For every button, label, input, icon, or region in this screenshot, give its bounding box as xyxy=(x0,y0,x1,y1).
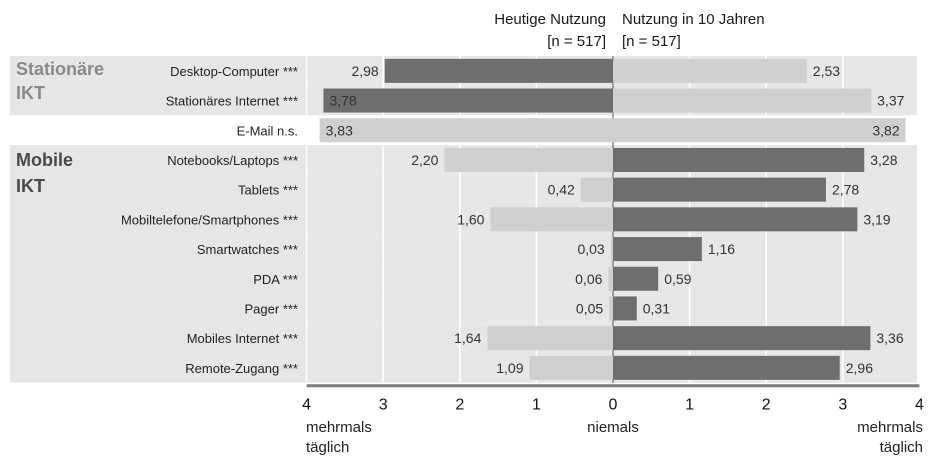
value-label-today: 1,64 xyxy=(454,330,481,346)
value-label-today: 2,20 xyxy=(411,152,438,168)
value-label-today: 0,42 xyxy=(548,182,575,198)
value-label-today: 3,78 xyxy=(329,93,356,109)
category-label: PDA *** xyxy=(253,272,298,287)
axis-label-right-line1: mehrmals xyxy=(857,419,923,436)
category-label: Remote-Zugang *** xyxy=(185,361,298,376)
series-future-title: Nutzung in 10 Jahren xyxy=(622,11,765,28)
value-label-future: 2,53 xyxy=(813,63,840,79)
bar-today xyxy=(609,296,613,321)
x-tick-label: 3 xyxy=(379,397,388,414)
bar-today xyxy=(323,88,613,113)
series-today-title: Heutige Nutzung xyxy=(494,11,606,28)
value-label-future: 3,37 xyxy=(877,93,904,109)
bar-today xyxy=(487,326,613,351)
bar-future xyxy=(613,118,906,143)
row-background xyxy=(10,293,917,324)
bar-future xyxy=(613,326,871,351)
bar-today xyxy=(444,147,613,172)
bar-today xyxy=(580,177,613,202)
value-label-today: 0,06 xyxy=(575,271,602,287)
bar-today xyxy=(490,207,613,232)
group-mobile-line2: IKT xyxy=(16,176,45,196)
series-future-n: [n = 517] xyxy=(622,33,681,50)
value-label-future: 2,96 xyxy=(846,360,873,376)
category-label: Smartwatches *** xyxy=(197,242,298,257)
category-label: Desktop-Computer *** xyxy=(170,64,298,79)
bar-future xyxy=(613,58,807,83)
value-label-future: 3,28 xyxy=(870,152,897,168)
value-label-future: 2,78 xyxy=(832,182,859,198)
category-label: Stationäres Internet *** xyxy=(166,94,298,109)
x-tick-label: 2 xyxy=(762,397,771,414)
group-stationary-line1: Stationäre xyxy=(16,59,104,79)
value-label-future: 3,82 xyxy=(872,122,899,138)
axis-label-right-line2: täglich xyxy=(880,439,923,456)
x-tick-label: 1 xyxy=(685,397,694,414)
row-background xyxy=(10,234,917,264)
bar-future xyxy=(613,207,858,232)
x-tick-label: 4 xyxy=(915,397,924,414)
axis-label-left-line2: täglich xyxy=(306,439,349,456)
labels: Heutige Nutzung [n = 517] Nutzung in 10 … xyxy=(16,11,924,456)
bar-future xyxy=(613,147,865,172)
category-label: Pager *** xyxy=(245,301,298,316)
value-label-today: 1,09 xyxy=(496,360,523,376)
category-label: Tablets *** xyxy=(238,183,298,198)
bar-future xyxy=(613,296,637,321)
value-label-today: 0,05 xyxy=(576,300,603,316)
bar-today xyxy=(610,237,613,262)
bar-future xyxy=(613,88,872,113)
x-tick-label: 2 xyxy=(455,397,464,414)
axis-label-center: niemals xyxy=(587,419,639,436)
value-label-today: 1,60 xyxy=(457,211,484,227)
category-label: Notebooks/Laptops *** xyxy=(167,153,298,168)
series-today-n: [n = 517] xyxy=(547,33,606,50)
group-mobile-line1: Mobile xyxy=(16,150,73,170)
value-label-future: 0,59 xyxy=(664,271,691,287)
group-stationary-line2: IKT xyxy=(16,83,45,103)
bar-future xyxy=(613,355,840,380)
value-label-today: 3,83 xyxy=(326,122,353,138)
value-label-future: 1,16 xyxy=(708,241,735,257)
bar-today xyxy=(608,266,613,291)
bars xyxy=(319,58,906,380)
axis-label-left-line1: mehrmals xyxy=(306,419,372,436)
bar-today xyxy=(529,355,613,380)
bar-today xyxy=(384,58,613,83)
bar-future xyxy=(613,237,702,262)
bar-today xyxy=(319,118,613,143)
value-label-future: 3,19 xyxy=(863,211,890,227)
row-background xyxy=(10,263,917,294)
value-label-future: 3,36 xyxy=(876,330,903,346)
x-tick-label: 0 xyxy=(609,397,618,414)
bar-future xyxy=(613,177,826,202)
value-label-today: 0,03 xyxy=(577,241,604,257)
x-tick-label: 3 xyxy=(838,397,847,414)
category-label: Mobiles Internet *** xyxy=(187,331,298,346)
category-label: Mobiltelefone/Smartphones *** xyxy=(121,212,298,227)
value-label-today: 2,98 xyxy=(351,63,378,79)
category-label: E-Mail n.s. xyxy=(237,123,298,138)
x-tick-label: 1 xyxy=(532,397,541,414)
value-label-future: 0,31 xyxy=(643,300,670,316)
bar-future xyxy=(613,266,659,291)
x-tick-label: 4 xyxy=(302,397,311,414)
